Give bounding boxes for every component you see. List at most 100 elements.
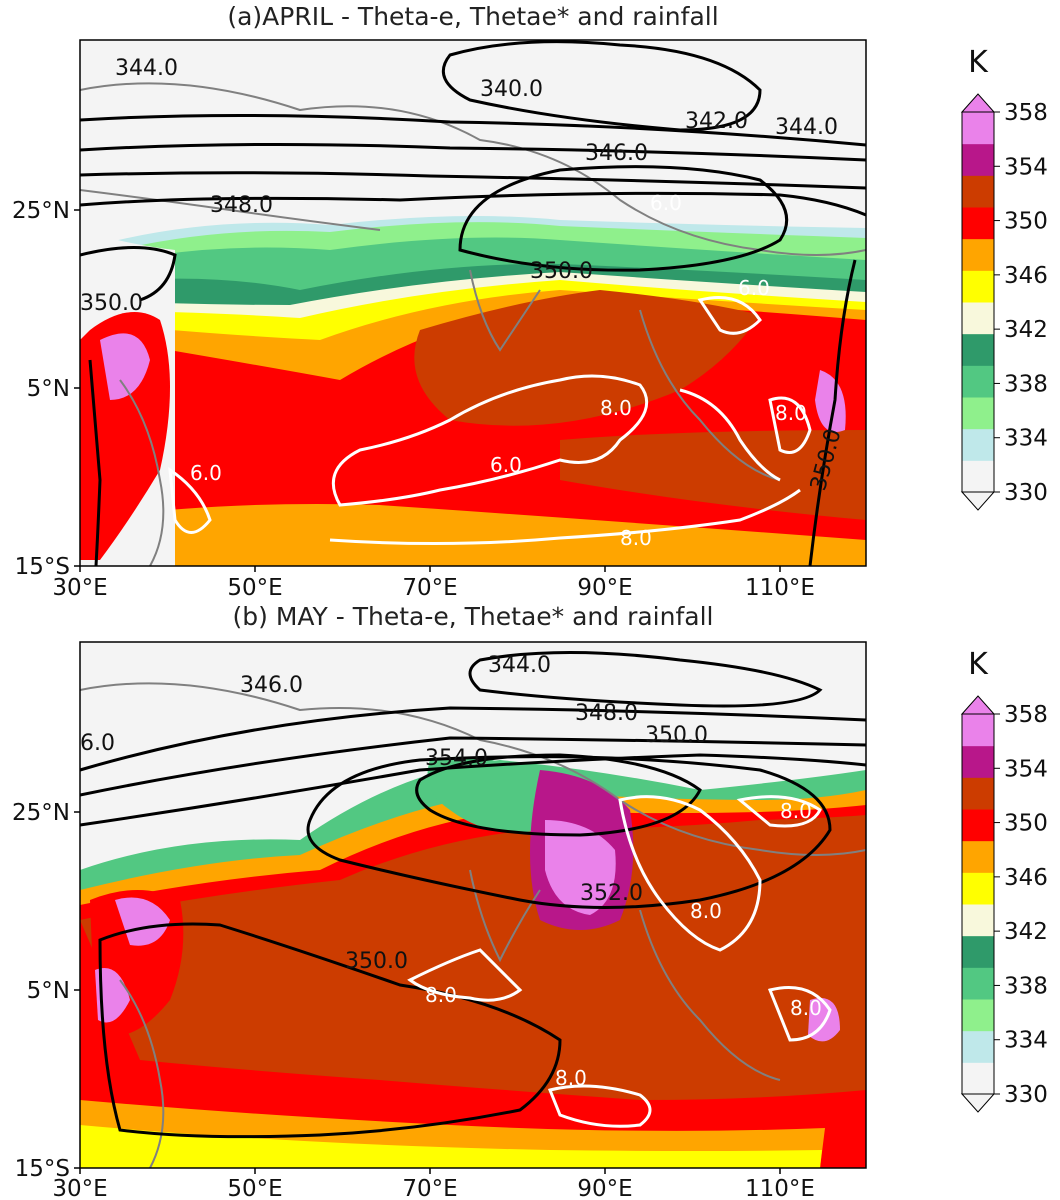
panel-b-frame [79,641,867,1169]
contour-346 [80,706,866,772]
colorbar-tick-label: 346 [1004,263,1048,289]
rain-label: 6.0 [650,191,682,215]
colorbar-tick-label: 354 [1004,154,1048,180]
india-north-green [427,756,547,833]
colorbar-extend-min [960,1093,996,1113]
colorbar-segment [962,365,994,398]
lat-tick-label: 15°S [15,1156,70,1182]
colorbar-segment [962,238,994,271]
lat-tick-label: 15°S [15,554,70,580]
colorbar-extend-max [960,695,996,715]
colorbar-segment [962,1062,994,1095]
lon-tick-label: 110°E [745,575,815,601]
colorbar-segment [962,745,994,778]
colorbar-tick-label: 334 [1004,1028,1048,1054]
theta-band-344-south [80,1125,822,1168]
theta-band-352 [80,815,866,1100]
rain-contour-6 [331,374,649,507]
colorbar-segment [962,714,994,747]
contour-350 [80,753,866,827]
panel-b-title: (b) MAY - Theta-e, Thetae* and rainfall [233,602,714,631]
africa-theta-warm [80,312,170,560]
rain-contour-8-south [329,488,801,546]
lon-tick-label: 30°E [52,575,107,601]
coastline-north [80,682,866,856]
rain-label: 6.0 [490,453,522,477]
rain-contour-india [407,948,523,1002]
contour-label: 350.0 [80,291,143,316]
lat-tick-label: 25°N [12,800,70,826]
contour-350 [458,165,789,272]
rain-contour-ne [736,795,822,828]
panel-b-ticks [74,811,781,1174]
colorbar-extend-min [960,491,996,511]
contour-label: 350.0 [530,259,593,284]
theta-band-358 [545,820,616,915]
colorbar-tick-label: 342 [1004,317,1048,343]
coastline-india [469,869,541,963]
colorbar-segment [962,397,994,430]
rain-label: 6.0 [738,276,770,300]
colorbar-frame [961,111,995,493]
lat-tick-label: 25°N [12,198,70,224]
rain-label: 8.0 [775,401,807,425]
colorbar-tick-label: 346 [1004,865,1048,891]
colorbar-segment [962,777,994,810]
lat-tick-label: 5°N [27,978,70,1004]
colorbar-segment [962,999,994,1032]
rain-label: 8.0 [790,996,822,1020]
contour-350-africa [88,359,102,566]
coastline-sea [639,909,781,1081]
rain-label: 8.0 [555,1066,587,1090]
colorbar-segment [962,270,994,303]
panel-a-title: (a)APRIL - Theta-e, Thetae* and rainfall [227,2,718,31]
colorbar-segment [962,460,994,493]
colorbar-tick-label: 338 [1004,371,1048,397]
colorbar-tick-label: 330 [1004,1082,1048,1108]
panel-a-map: 344.0 340.0 342.0 344.0 346.0 348.0 350.… [80,40,866,566]
contour-label: 344.0 [488,653,551,678]
contour-340 [441,40,762,132]
contour-label: 340.0 [480,77,543,102]
colorbar-segment [962,809,994,842]
contour-label: 6.0 [80,731,115,756]
rain-contour-sea [679,388,781,482]
colorbar-segment [962,904,994,937]
africa-theta-max [115,897,170,946]
colorbar-segment [962,143,994,176]
colorbar-tick-label: 334 [1004,426,1048,452]
contour-348-b [80,191,866,217]
colorbar-segment [962,302,994,335]
contour-344 [468,651,823,708]
coastline-india [469,269,541,352]
lon-tick-label: 50°E [227,575,282,601]
theta-band-352 [414,290,760,426]
colorbar-segment [962,1030,994,1063]
east-theta-max [815,370,846,432]
lon-tick-label: 90°E [577,575,632,601]
contour-label: 348.0 [210,193,273,218]
lat-tick-label: 5°N [27,376,70,402]
colorbar-a: K 358 354 350 346 342 338 334 330 [960,45,1048,511]
rain-contour-east [768,396,812,454]
colorbar-frame [961,713,995,1095]
contour-label: 350.0 [645,723,708,748]
colorbar-b: K 358 354 350 346 342 338 334 330 [960,647,1048,1113]
contour-352 [306,755,832,909]
rain-contour-south [547,1084,652,1128]
colorbar-tick-label: 358 [1004,100,1048,126]
contour-label: 346.0 [585,141,648,166]
contour-350-south [98,922,562,1139]
lon-tick-label: 30°E [52,1176,107,1200]
panel-b: (b) MAY - Theta-e, Thetae* and rainfall [12,602,867,1200]
contour-label: 342.0 [685,109,748,134]
border-arabia [80,189,381,231]
coastline-sea [639,309,781,481]
rain-label: 8.0 [425,983,457,1007]
colorbar-segment [962,872,994,905]
panel-b-map: 344.0 346.0 348.0 350.0 354.0 6.0 352.0 … [80,642,866,1168]
colorbar-tick-label: 330 [1004,480,1048,506]
coastline-africa-east [119,379,165,566]
colorbar-segment [962,840,994,873]
colorbar-segment [962,333,994,366]
